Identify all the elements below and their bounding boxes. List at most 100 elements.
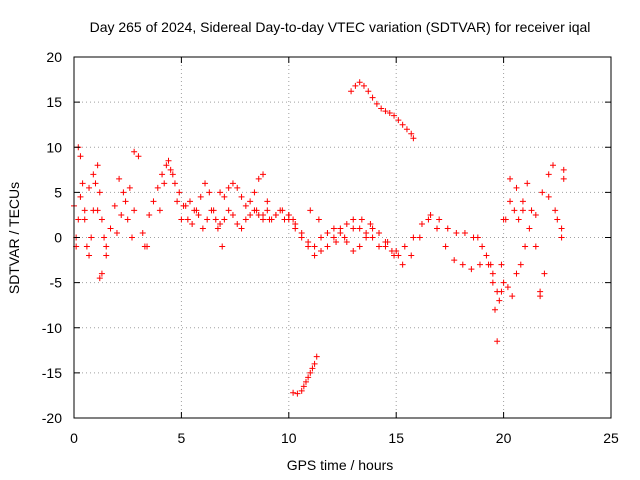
data-point — [178, 216, 185, 223]
data-point — [552, 207, 559, 214]
data-point — [229, 211, 236, 218]
data-point — [513, 184, 520, 191]
data-point — [526, 225, 533, 232]
data-point — [131, 207, 138, 214]
data-point — [247, 198, 254, 205]
data-point — [560, 175, 567, 182]
data-point — [391, 252, 398, 259]
data-point — [418, 220, 425, 227]
data-point — [260, 211, 267, 218]
data-point — [313, 353, 320, 360]
data-point — [146, 211, 153, 218]
data-point — [260, 171, 267, 178]
data-point — [96, 275, 103, 282]
data-point — [500, 279, 507, 286]
data-point — [272, 211, 279, 218]
data-point — [163, 162, 170, 169]
data-point — [513, 270, 520, 277]
y-tick-label: 10 — [46, 139, 62, 155]
data-point — [124, 216, 131, 223]
data-point — [315, 216, 322, 223]
data-point — [107, 225, 114, 232]
data-point — [156, 207, 163, 214]
data-point — [294, 390, 301, 397]
data-point — [103, 252, 110, 259]
data-point — [492, 306, 499, 313]
y-tick-label: -5 — [50, 275, 63, 291]
data-point — [489, 270, 496, 277]
data-point — [81, 216, 88, 223]
data-point — [197, 193, 204, 200]
data-point — [360, 82, 367, 89]
chart-title: Day 265 of 2024, Sidereal Day-to-day VTE… — [90, 19, 591, 35]
data-point — [86, 252, 93, 259]
data-point — [98, 270, 105, 277]
y-tick-label: -15 — [42, 365, 62, 381]
series-track-afternoon-b — [307, 207, 477, 255]
data-point — [352, 82, 359, 89]
data-point — [150, 198, 157, 205]
data-point — [171, 180, 178, 187]
data-point — [300, 383, 307, 390]
data-point — [234, 184, 241, 191]
data-point — [251, 189, 258, 196]
data-point — [238, 193, 245, 200]
data-point — [165, 157, 172, 164]
data-point — [507, 175, 514, 182]
data-point — [77, 193, 84, 200]
data-point — [290, 389, 297, 396]
data-point — [324, 229, 331, 236]
data-point — [507, 198, 514, 205]
data-point — [519, 207, 526, 214]
data-point — [451, 257, 458, 264]
series-track-early-a — [71, 144, 110, 259]
series-track-low-arc — [290, 353, 320, 397]
data-points — [71, 79, 567, 397]
data-point — [479, 243, 486, 250]
data-point — [94, 207, 101, 214]
data-point — [238, 225, 245, 232]
data-point — [363, 234, 370, 241]
data-point — [141, 243, 148, 250]
data-point — [337, 229, 344, 236]
data-point — [330, 234, 337, 241]
data-point — [318, 234, 325, 241]
data-point — [302, 378, 309, 385]
data-point — [474, 234, 481, 241]
data-point — [468, 266, 475, 273]
data-point — [399, 121, 406, 128]
data-point — [204, 216, 211, 223]
data-point — [128, 234, 135, 241]
data-point — [253, 207, 260, 214]
data-point — [410, 135, 417, 142]
data-point — [101, 234, 108, 241]
data-point — [416, 234, 423, 241]
data-point — [159, 171, 166, 178]
data-point — [382, 108, 389, 115]
data-point — [459, 261, 466, 268]
data-point — [517, 261, 524, 268]
series-track-high-arc — [348, 79, 417, 142]
data-point — [75, 216, 82, 223]
x-tick-label: 20 — [496, 430, 512, 446]
data-point — [292, 220, 299, 227]
data-point — [221, 193, 228, 200]
data-point — [221, 216, 228, 223]
y-tick-label: -10 — [42, 320, 62, 336]
data-point — [378, 105, 385, 112]
data-point — [350, 248, 357, 255]
data-point — [309, 365, 316, 372]
data-point — [436, 216, 443, 223]
data-point — [483, 252, 490, 259]
data-point — [217, 220, 224, 227]
data-point — [427, 211, 434, 218]
data-point — [279, 207, 286, 214]
data-point — [311, 243, 318, 250]
data-point — [476, 261, 483, 268]
data-point — [333, 239, 340, 246]
data-point — [126, 184, 133, 191]
data-point — [550, 162, 557, 169]
data-point — [500, 216, 507, 223]
data-point — [154, 184, 161, 191]
